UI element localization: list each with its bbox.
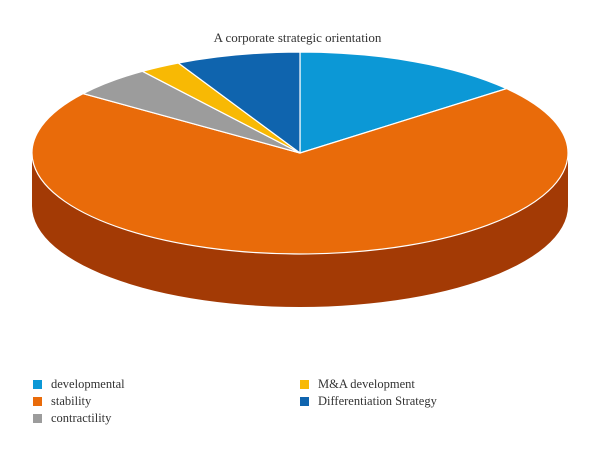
legend-item-contractility[interactable]: contractility [33, 410, 125, 427]
pie-slice-stability[interactable] [31, 88, 569, 255]
legend-item-differentiation-strategy[interactable]: Differentiation Strategy [300, 393, 437, 410]
legend-swatch [33, 380, 42, 389]
legend-label: contractility [51, 411, 112, 425]
pie-slice-developmental[interactable] [299, 51, 508, 154]
legend-item-m-a-development[interactable]: M&A development [300, 376, 437, 393]
legend-item-developmental[interactable]: developmental [33, 376, 125, 393]
legend-swatch [33, 397, 42, 406]
pie-side-stability [32, 153, 568, 307]
legend-swatch [300, 397, 309, 406]
pie-plot-area [31, 51, 569, 307]
legend-left-column: developmental stability contractility [33, 376, 125, 427]
legend-label: M&A development [318, 377, 415, 391]
legend-label: developmental [51, 377, 125, 391]
legend-swatch [33, 414, 42, 423]
chart-title: A corporate strategic orientation [213, 30, 382, 45]
legend-item-stability[interactable]: stability [33, 393, 125, 410]
pie-slice-differentiation-strategy[interactable] [177, 51, 301, 154]
legend-right-column: M&A development Differentiation Strategy [300, 376, 437, 410]
legend-label: Differentiation Strategy [318, 394, 437, 408]
legend-swatch [300, 380, 309, 389]
legend-label: stability [51, 394, 92, 408]
